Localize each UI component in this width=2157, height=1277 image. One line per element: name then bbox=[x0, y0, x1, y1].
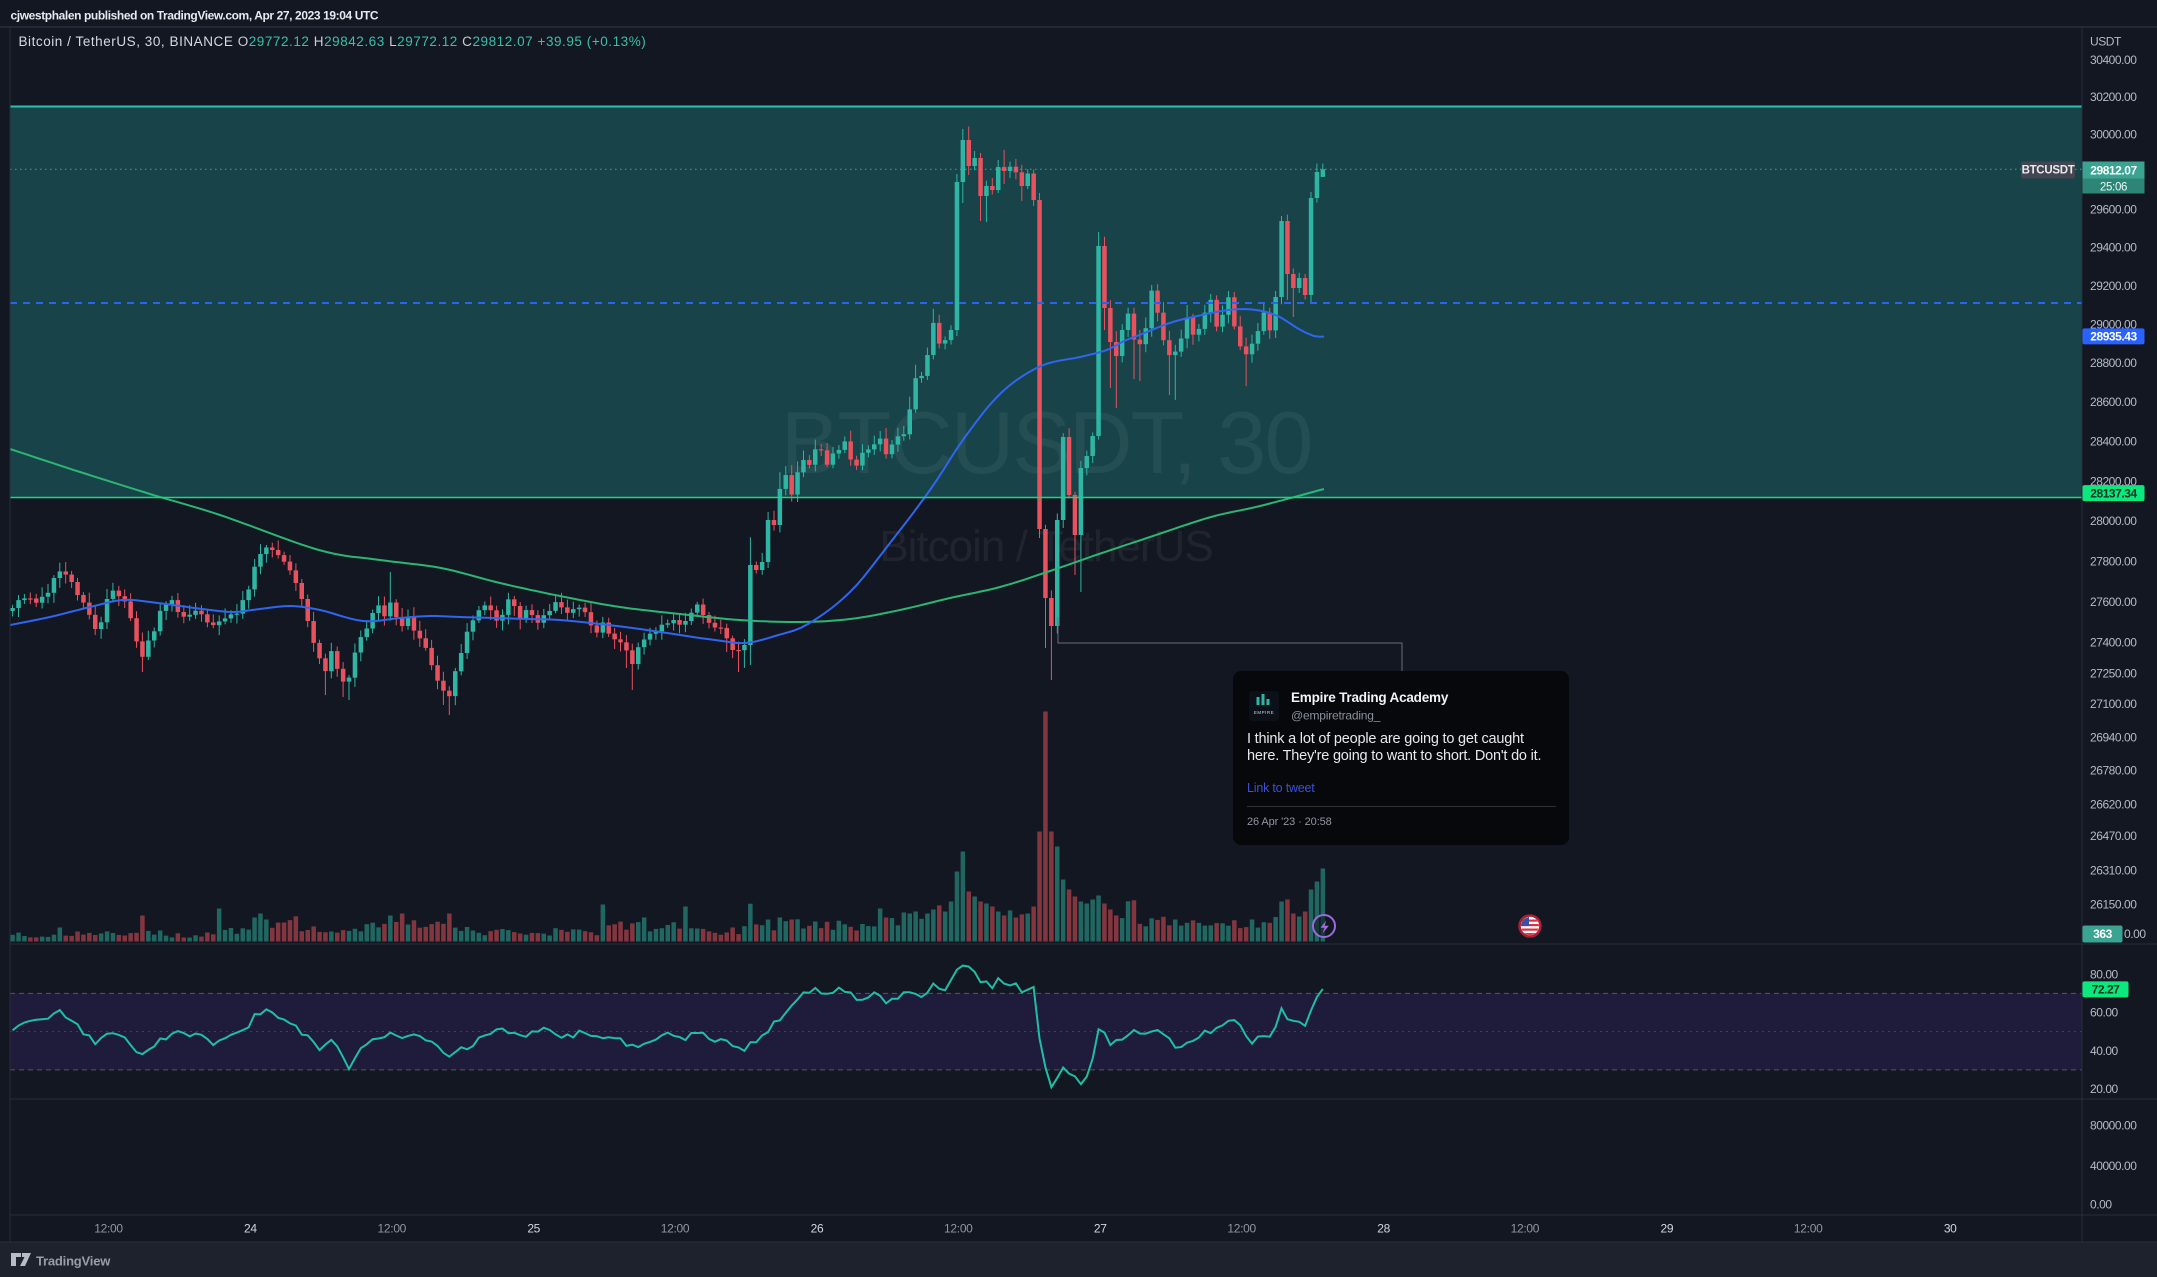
svg-text:0.00: 0.00 bbox=[2090, 1197, 2112, 1211]
svg-text:27: 27 bbox=[1094, 1222, 1107, 1236]
svg-text:26150.00: 26150.00 bbox=[2090, 898, 2137, 912]
svg-text:30000.00: 30000.00 bbox=[2090, 127, 2137, 141]
svg-text:12:00: 12:00 bbox=[378, 1222, 407, 1236]
svg-text:27600.00: 27600.00 bbox=[2090, 595, 2137, 609]
svg-text:25: 25 bbox=[527, 1222, 540, 1236]
svg-text:Link to tweet: Link to tweet bbox=[1247, 781, 1315, 795]
svg-text:29400.00: 29400.00 bbox=[2090, 241, 2137, 255]
svg-text:40.00: 40.00 bbox=[2090, 1044, 2119, 1058]
svg-text:28800.00: 28800.00 bbox=[2090, 356, 2137, 370]
svg-text:28000.00: 28000.00 bbox=[2090, 514, 2137, 528]
svg-text:30: 30 bbox=[1944, 1222, 1957, 1236]
svg-text:29: 29 bbox=[1661, 1222, 1674, 1236]
svg-text:12:00: 12:00 bbox=[1794, 1222, 1823, 1236]
svg-text:26470.00: 26470.00 bbox=[2090, 829, 2137, 843]
svg-text:29200.00: 29200.00 bbox=[2090, 279, 2137, 293]
svg-text:26940.00: 26940.00 bbox=[2090, 730, 2137, 744]
svg-text:I think a lot of people are go: I think a lot of people are going to get… bbox=[1247, 731, 1524, 747]
svg-text:26 Apr '23 · 20:58: 26 Apr '23 · 20:58 bbox=[1247, 816, 1332, 828]
svg-text:12:00: 12:00 bbox=[94, 1222, 123, 1236]
svg-text:BTCUSDT: BTCUSDT bbox=[2022, 165, 2075, 177]
svg-text:TradingView: TradingView bbox=[36, 1254, 111, 1269]
svg-text:24: 24 bbox=[244, 1222, 257, 1236]
svg-text:60.00: 60.00 bbox=[2090, 1006, 2119, 1020]
svg-text:Bitcoin / TetherUS, 30, BINANC: Bitcoin / TetherUS, 30, BINANCE O29772.1… bbox=[19, 34, 647, 49]
svg-text:28200.00: 28200.00 bbox=[2090, 474, 2137, 488]
svg-text:27250.00: 27250.00 bbox=[2090, 666, 2137, 680]
svg-text:72.27: 72.27 bbox=[2092, 983, 2121, 997]
svg-text:26780.00: 26780.00 bbox=[2090, 764, 2137, 778]
svg-text:28400.00: 28400.00 bbox=[2090, 435, 2137, 449]
svg-text:27400.00: 27400.00 bbox=[2090, 636, 2137, 650]
svg-text:Empire Trading Academy: Empire Trading Academy bbox=[1291, 690, 1449, 705]
svg-text:363: 363 bbox=[2093, 927, 2112, 941]
svg-text:27100.00: 27100.00 bbox=[2090, 697, 2137, 711]
svg-text:25:06: 25:06 bbox=[2100, 182, 2127, 194]
svg-text:26620.00: 26620.00 bbox=[2090, 797, 2137, 811]
svg-text:12:00: 12:00 bbox=[1511, 1222, 1540, 1236]
svg-text:0.00: 0.00 bbox=[2124, 927, 2146, 941]
svg-text:30200.00: 30200.00 bbox=[2090, 90, 2137, 104]
svg-text:cjwestphalen published on Trad: cjwestphalen published on TradingView.co… bbox=[11, 9, 379, 23]
svg-text:40000.00: 40000.00 bbox=[2090, 1159, 2137, 1173]
svg-text:BTCUSDT, 30: BTCUSDT, 30 bbox=[781, 393, 1312, 492]
svg-text:12:00: 12:00 bbox=[944, 1222, 973, 1236]
svg-text:26: 26 bbox=[811, 1222, 824, 1236]
svg-text:EMPIRE: EMPIRE bbox=[1254, 710, 1274, 715]
svg-text:30400.00: 30400.00 bbox=[2090, 53, 2137, 67]
svg-text:12:00: 12:00 bbox=[1227, 1222, 1256, 1236]
svg-text:@empiretrading_: @empiretrading_ bbox=[1291, 709, 1381, 723]
svg-text:27800.00: 27800.00 bbox=[2090, 554, 2137, 568]
svg-text:here. They're going to want to: here. They're going to want to short. Do… bbox=[1247, 748, 1541, 764]
svg-text:29600.00: 29600.00 bbox=[2090, 203, 2137, 217]
svg-text:29000.00: 29000.00 bbox=[2090, 317, 2137, 331]
svg-text:80000.00: 80000.00 bbox=[2090, 1119, 2137, 1133]
svg-text:80.00: 80.00 bbox=[2090, 967, 2119, 981]
svg-text:28935.43: 28935.43 bbox=[2090, 330, 2137, 344]
svg-text:20.00: 20.00 bbox=[2090, 1082, 2119, 1096]
svg-text:12:00: 12:00 bbox=[661, 1222, 690, 1236]
svg-text:USDT: USDT bbox=[2090, 35, 2122, 49]
svg-text:28: 28 bbox=[1377, 1222, 1390, 1236]
svg-text:28137.34: 28137.34 bbox=[2090, 486, 2137, 500]
svg-text:28600.00: 28600.00 bbox=[2090, 395, 2137, 409]
svg-text:26310.00: 26310.00 bbox=[2090, 863, 2137, 877]
svg-text:29812.07: 29812.07 bbox=[2090, 164, 2137, 178]
